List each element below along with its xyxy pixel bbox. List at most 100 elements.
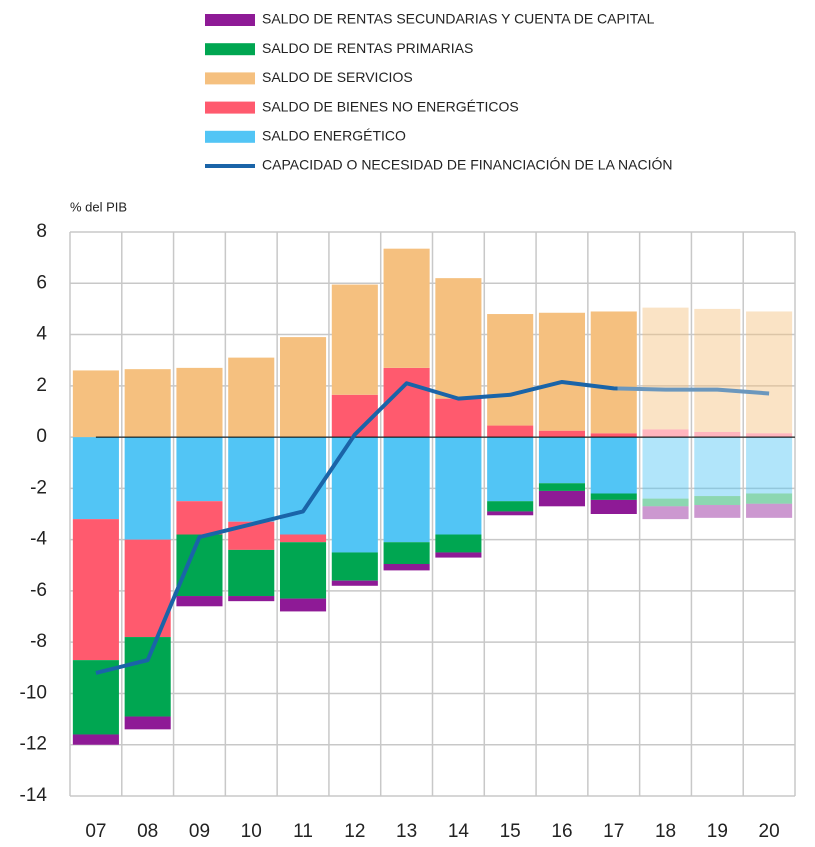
bar-segment (176, 534, 223, 597)
bar-segment (279, 337, 327, 438)
bar-segment (538, 483, 586, 491)
bar-segment (746, 503, 793, 518)
bar-segment (694, 505, 741, 518)
y-tick-label: 8 (36, 221, 47, 242)
legend-label: SALDO DE RENTAS SECUNDARIAS Y CUENTA DE … (262, 11, 655, 27)
x-tick-label: 07 (85, 821, 106, 842)
bar-segment (487, 314, 534, 426)
x-tick-label: 17 (603, 821, 624, 842)
bar-segment (435, 552, 482, 558)
y-tick-label: -12 (20, 734, 47, 755)
bar-segment (435, 278, 482, 399)
bar-segment (124, 716, 171, 730)
x-tick-label: 14 (448, 821, 470, 842)
y-tick-label: 6 (36, 272, 47, 293)
bar-segment (487, 511, 534, 516)
bar-segment (383, 437, 430, 543)
bar-segment (590, 493, 637, 500)
bar-segment (228, 357, 275, 438)
bar-segment (590, 433, 637, 438)
bar-segment (487, 425, 534, 438)
bar-segment (383, 563, 430, 571)
bar-segment (124, 437, 171, 540)
bar-segment (176, 367, 223, 438)
x-tick-label: 20 (759, 821, 780, 842)
bar-segment (176, 501, 223, 535)
legend-label: SALDO DE SERVICIOS (262, 69, 413, 85)
bar-segment (383, 542, 430, 564)
bar-segment (694, 431, 741, 438)
y-axis-label: % del PIB (70, 199, 127, 214)
bar-segment (383, 248, 430, 368)
y-tick-label: -10 (20, 682, 47, 703)
y-tick-label: -2 (30, 477, 47, 498)
bar-segment (331, 580, 378, 586)
x-tick-label: 16 (551, 821, 572, 842)
x-tick-label: 18 (655, 821, 676, 842)
legend-swatch (205, 43, 255, 56)
bar-segment (590, 437, 637, 494)
bar-segment (176, 437, 223, 502)
bar-segment (487, 437, 534, 502)
bar-segment (279, 542, 327, 599)
bar-segment (331, 284, 378, 395)
bar-segment (746, 433, 793, 438)
bar-segment (435, 398, 482, 438)
x-tick-label: 13 (396, 821, 417, 842)
bar-segment (72, 370, 119, 438)
bar-segment (383, 367, 430, 438)
bar-segment (72, 437, 119, 520)
bar-segment (331, 437, 378, 553)
y-tick-label: -8 (30, 631, 47, 652)
bar-segment (642, 506, 689, 520)
legend-label: CAPACIDAD O NECESIDAD DE FINANCIACIÓN DE… (262, 157, 672, 173)
legend-label: SALDO DE RENTAS PRIMARIAS (262, 40, 473, 56)
legend-swatch (205, 164, 255, 168)
bar-segment (72, 734, 119, 745)
bar-segment (331, 552, 378, 581)
bar-segment (124, 369, 171, 438)
bar-segment (279, 534, 327, 543)
y-tick-label: -4 (30, 529, 47, 550)
y-tick-label: -14 (20, 785, 48, 806)
bar-segment (694, 496, 741, 506)
legend-swatch (205, 101, 255, 114)
legend-swatch (205, 130, 255, 143)
y-tick-label: -6 (30, 580, 47, 601)
bar-segment (228, 596, 275, 602)
legend-label: SALDO DE BIENES NO ENERGÉTICOS (262, 98, 519, 114)
bar-segment (538, 490, 586, 507)
bar-segment (590, 311, 637, 434)
y-tick-label: 2 (36, 375, 47, 396)
bar-segment (435, 534, 482, 553)
x-tick-label: 11 (293, 821, 313, 842)
legend-label: SALDO ENERGÉTICO (262, 128, 406, 144)
bar-segment (228, 549, 275, 597)
bar-segment (72, 519, 119, 661)
bar-segment (435, 437, 482, 535)
bar-segment (746, 437, 793, 494)
y-tick-label: 0 (36, 426, 47, 447)
bar-segment (487, 501, 534, 512)
bar-segment (694, 308, 741, 432)
bar-segment (279, 598, 327, 612)
legend-swatch (205, 72, 255, 85)
bar-segment (590, 499, 637, 514)
bar-segment (694, 437, 741, 497)
bar-segment (642, 437, 689, 499)
bar-segment (642, 307, 689, 430)
y-tick-label: 4 (36, 324, 47, 345)
bar-segment (228, 437, 275, 522)
x-tick-label: 19 (707, 821, 728, 842)
bar-segment (642, 498, 689, 507)
bar-segment (538, 437, 586, 484)
legend-swatch (205, 14, 255, 26)
bar-segment (538, 430, 586, 438)
x-tick-label: 10 (241, 821, 262, 842)
bar-segment (124, 637, 171, 717)
x-tick-label: 09 (189, 821, 210, 842)
bar-segment (331, 394, 378, 438)
bar-segment (642, 429, 689, 438)
x-tick-label: 12 (344, 821, 365, 842)
